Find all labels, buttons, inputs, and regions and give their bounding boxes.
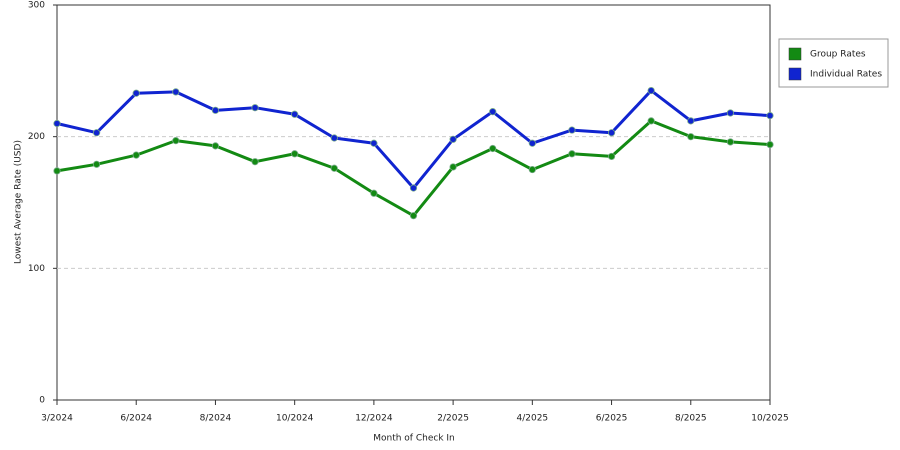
data-point: [687, 117, 695, 125]
y-tick-label: 200: [28, 132, 45, 142]
data-point: [647, 117, 655, 125]
legend-label: Group Rates: [810, 50, 866, 60]
data-point: [370, 189, 378, 197]
x-tick-label: 10/2025: [751, 414, 788, 424]
data-point: [528, 165, 536, 174]
data-point: [528, 139, 536, 147]
y-axis-label: Lowest Average Rate (USD): [14, 140, 24, 264]
legend-swatch: [788, 67, 802, 81]
data-point: [409, 184, 418, 192]
y-tick-label: 0: [39, 396, 45, 406]
data-point: [766, 140, 774, 149]
data-point: [726, 109, 734, 117]
x-tick-label: 2/2025: [437, 414, 469, 424]
data-point: [291, 110, 299, 118]
plot-frame: [56, 4, 771, 401]
series-line: [56, 89, 771, 190]
data-point: [370, 139, 378, 147]
data-point: [93, 129, 101, 137]
data-point: [291, 150, 299, 158]
data-point: [53, 167, 61, 175]
data-point: [132, 151, 140, 159]
y-tick-label: 300: [28, 1, 45, 11]
data-point: [489, 108, 497, 116]
data-point: [330, 164, 338, 172]
data-point: [172, 137, 180, 145]
data-point: [568, 126, 576, 134]
data-point: [211, 142, 220, 150]
data-point: [687, 133, 695, 141]
data-point: [568, 150, 576, 158]
data-point: [251, 104, 259, 112]
data-point: [132, 89, 140, 97]
data-point: [607, 152, 616, 161]
x-tick-label: 4/2025: [516, 414, 548, 424]
x-axis-label: Month of Check In: [373, 434, 455, 444]
legend-swatch: [788, 47, 802, 61]
data-point: [766, 112, 774, 120]
y-tick-label: 100: [28, 264, 45, 274]
data-point: [449, 135, 457, 143]
data-point: [172, 88, 180, 96]
data-point: [93, 160, 101, 168]
data-point: [449, 163, 457, 171]
data-point: [409, 212, 418, 220]
series-line: [56, 119, 771, 218]
data-point: [647, 86, 655, 95]
data-point: [726, 138, 734, 146]
data-point: [330, 134, 338, 142]
data-point: [53, 119, 61, 128]
legend-label: Individual Rates: [810, 70, 882, 80]
x-tick-label: 8/2025: [675, 414, 707, 424]
x-tick-label: 12/2024: [355, 414, 393, 424]
x-tick-label: 3/2024: [41, 414, 73, 424]
x-tick-label: 6/2024: [120, 414, 152, 424]
data-point: [251, 158, 259, 166]
x-tick-label: 6/2025: [596, 414, 628, 424]
data-point: [489, 144, 497, 153]
data-point: [607, 129, 616, 137]
x-tick-label: 10/2024: [276, 414, 314, 424]
x-tick-label: 8/2024: [200, 414, 232, 424]
data-point: [211, 106, 220, 114]
